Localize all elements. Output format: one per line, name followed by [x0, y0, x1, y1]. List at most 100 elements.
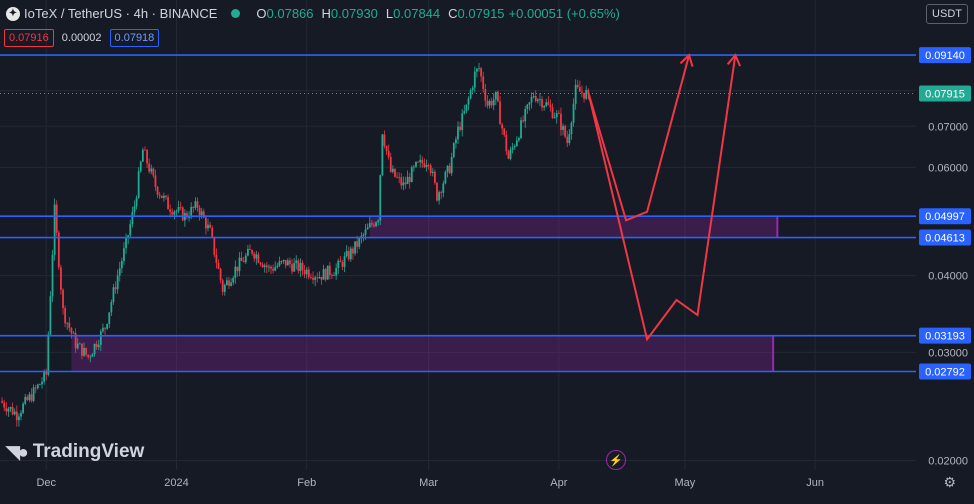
high-label: H [321, 6, 331, 21]
candle-body [572, 103, 575, 123]
candle-body [476, 68, 478, 72]
candle-body [131, 211, 134, 225]
candle-body [57, 232, 60, 268]
candle-body [421, 159, 424, 164]
candle-body [488, 100, 491, 106]
candle-body [83, 348, 85, 356]
candle-body [583, 92, 585, 99]
candle-body [295, 260, 298, 264]
projection-arrowhead [679, 53, 694, 67]
candle-body [448, 165, 451, 174]
currency-button[interactable]: USDT [926, 4, 968, 24]
candle-body [566, 136, 569, 143]
open-label: O [256, 6, 267, 21]
candle-body [236, 266, 239, 272]
level-price-label: 0.09140 [925, 50, 965, 62]
candle-body [478, 68, 480, 69]
candle-body [78, 343, 81, 345]
lightning-icon[interactable]: ⚡ [606, 450, 626, 470]
candle-body [70, 327, 73, 334]
candle-body [34, 387, 37, 389]
candle-body [74, 332, 77, 349]
candle-body [442, 183, 445, 193]
candle-body [289, 260, 291, 265]
candle-body [377, 220, 380, 223]
candle-body [328, 265, 331, 276]
gear-icon[interactable]: ⚙ [943, 474, 956, 490]
candle-body [431, 171, 434, 173]
candle-body [398, 177, 401, 178]
candle-body [396, 176, 398, 178]
candle-body [60, 267, 62, 290]
candle-body [461, 113, 464, 130]
y-tick-label: 0.07000 [928, 121, 968, 133]
candle-body [438, 192, 440, 201]
candle-body [112, 287, 115, 303]
support-zone [71, 335, 774, 372]
candle-body [104, 327, 106, 329]
iotex-logo-icon: ✦ [6, 6, 20, 21]
candle-body [412, 166, 415, 168]
candle-body [207, 224, 209, 229]
candle-body [587, 89, 590, 94]
candle-body [467, 98, 470, 105]
order-prices: 0.07916 0.00002 0.07918 [4, 29, 160, 47]
projection-paths [587, 53, 741, 342]
candle-body [259, 262, 262, 265]
candle-body [492, 99, 495, 106]
projection-arrowhead [726, 53, 741, 67]
market-status-icon [231, 9, 241, 18]
candle-body [322, 269, 325, 280]
candle-body [268, 266, 270, 268]
candle-body [320, 276, 323, 280]
candle-body [211, 227, 214, 237]
level-price-label: 0.04613 [925, 233, 965, 245]
close-value: 0.07915 [457, 6, 505, 21]
candle-body [574, 84, 577, 104]
candle-body [564, 126, 567, 137]
candle-body [217, 262, 220, 269]
candle-body [144, 149, 146, 151]
candle-body [162, 195, 165, 198]
candle-body [513, 146, 516, 148]
spread-value: 0.00002 [61, 32, 102, 44]
candle-body [261, 264, 264, 268]
candle-body [15, 411, 18, 421]
candle-body [429, 165, 432, 173]
candle-body [473, 71, 476, 88]
tradingview-logo[interactable]: ◥● TradingView [6, 441, 144, 463]
candle-body [30, 394, 33, 401]
candle-body [47, 334, 50, 375]
candle-body [173, 211, 176, 215]
buy-price-button[interactable]: 0.07918 [109, 29, 160, 47]
candle-body [387, 150, 390, 157]
candle-body [307, 269, 310, 277]
candle-body [64, 308, 67, 324]
tradingview-logo-icon: ◥● [6, 441, 29, 462]
last-price-label-bg [919, 85, 971, 102]
symbol-title[interactable]: IoTeX / TetherUS · 4h · BINANCE [24, 6, 218, 21]
candle-body [318, 276, 321, 279]
candle-body [213, 236, 216, 255]
candle-body [524, 109, 527, 122]
candle-body [41, 381, 43, 385]
candle-body [520, 120, 522, 139]
candle-body [263, 265, 266, 268]
close-label: C [448, 6, 458, 21]
candle-body [1, 400, 4, 403]
candle-body [541, 98, 543, 108]
sell-price-button[interactable]: 0.07916 [4, 29, 54, 47]
candle-body [301, 262, 304, 271]
candle-body [181, 207, 184, 221]
level-price-label: 0.03193 [925, 331, 965, 343]
candle-body [202, 211, 205, 218]
candle-body [13, 411, 16, 415]
candle-body [469, 90, 472, 99]
candle-body [234, 266, 237, 278]
level-price-label: 0.04997 [925, 211, 965, 223]
candle-body [93, 343, 96, 355]
candle-body [87, 354, 90, 357]
candle-body [232, 277, 235, 283]
candle-body [68, 322, 71, 328]
